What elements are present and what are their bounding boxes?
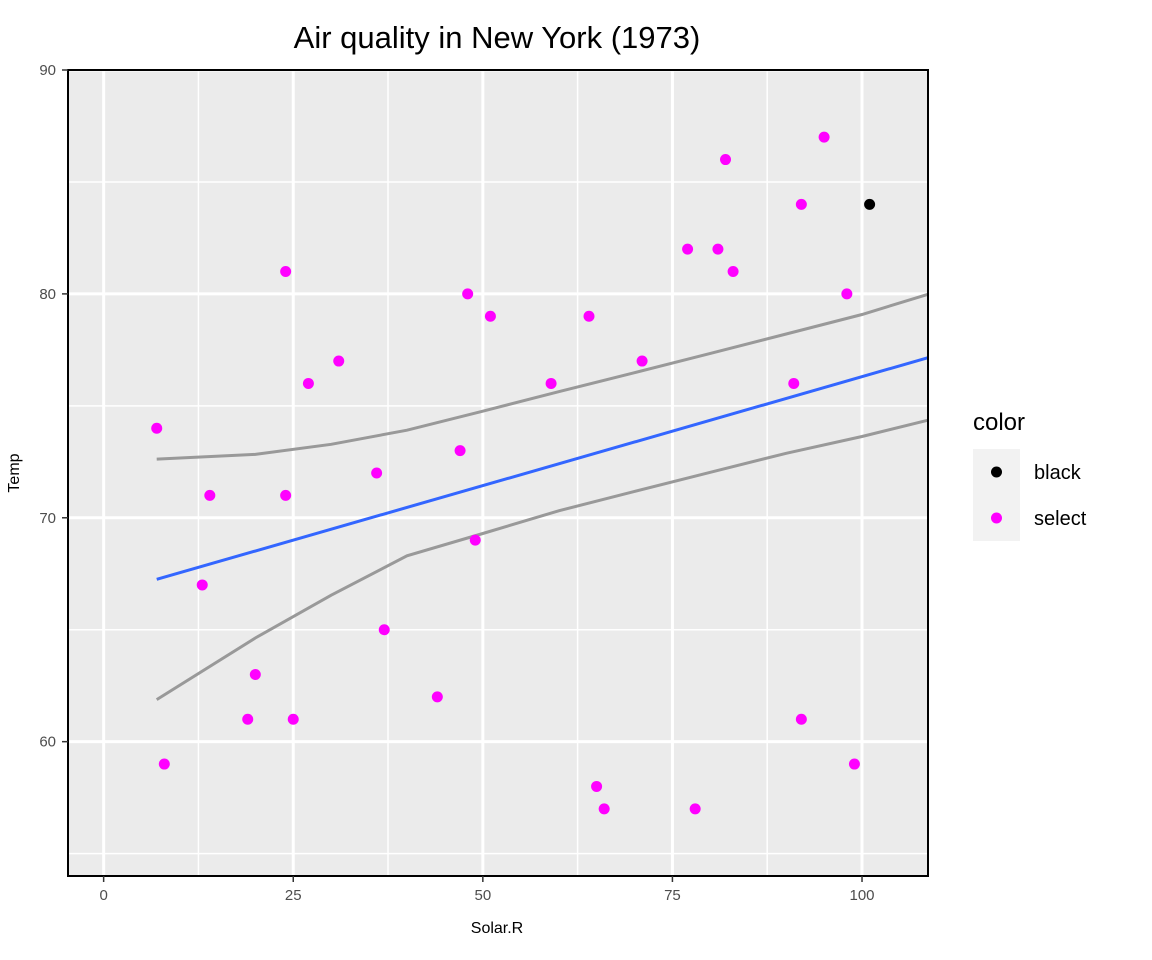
y-axis-title: Temp [6,453,23,492]
data-point-select [682,243,694,255]
data-point-select [841,288,853,300]
data-point-select [591,780,603,792]
legend-label-black: black [1034,462,1082,484]
data-point-select [280,489,292,501]
data-point-select [196,579,208,591]
plot-border [67,69,929,877]
data-point-select [204,489,216,501]
y-tick-label: 90 [39,62,56,79]
y-tick-label: 60 [39,734,56,751]
legend-key-background [973,449,1020,541]
data-point-select [795,198,807,210]
data-point-select [454,445,466,457]
legend-title: color [973,409,1025,436]
chart-title: Air quality in New York (1973) [294,20,701,55]
legend-entries: black select [991,462,1087,530]
data-point-select [333,355,345,367]
x-tick-label: 75 [664,887,681,904]
data-point-select [636,355,648,367]
x-tick-label: 0 [99,887,107,904]
data-points [151,131,876,815]
data-point-select [431,691,443,703]
data-point-select [795,713,807,725]
data-point-select [727,266,739,277]
confidence-band-lower [155,418,929,701]
y-tick-label: 80 [39,286,56,303]
legend-label-select: select [1034,508,1087,530]
data-point-select [689,803,701,815]
trend-line-group [156,356,929,581]
x-tick-label: 50 [474,887,491,904]
data-point-select [287,713,299,725]
y-axis-ticks: 60 70 80 90 [39,62,68,751]
data-point-select [712,243,724,255]
data-point-select [242,713,254,725]
data-point-select [720,154,732,166]
legend-key-select [991,512,1002,524]
data-point-select [280,266,292,277]
y-tick-label: 70 [39,510,56,527]
data-point-black [864,198,876,210]
data-point-select [848,758,860,770]
plot-panel [68,70,928,876]
data-point-select [151,422,163,434]
x-axis-title: Solar.R [471,920,523,937]
confidence-band [155,292,929,701]
data-point-select [378,624,390,636]
data-point-select [371,467,383,479]
data-point-select [469,534,481,546]
data-point-select [302,377,314,389]
data-point-select [249,669,261,680]
data-point-select [545,377,557,389]
data-point-select [484,310,496,322]
data-point-select [598,803,610,815]
x-tick-label: 100 [850,887,875,904]
data-point-select [788,377,800,389]
data-point-select [818,131,830,143]
data-point-select [583,310,595,322]
confidence-band-upper [156,292,929,461]
data-point-select [462,288,474,300]
trend-line [156,356,929,581]
legend-key-black [991,466,1002,478]
x-axis-ticks: 0 25 50 75 100 [99,876,875,904]
x-tick-label: 25 [285,887,302,904]
legend: color black select [973,409,1087,541]
data-point-select [158,758,170,770]
